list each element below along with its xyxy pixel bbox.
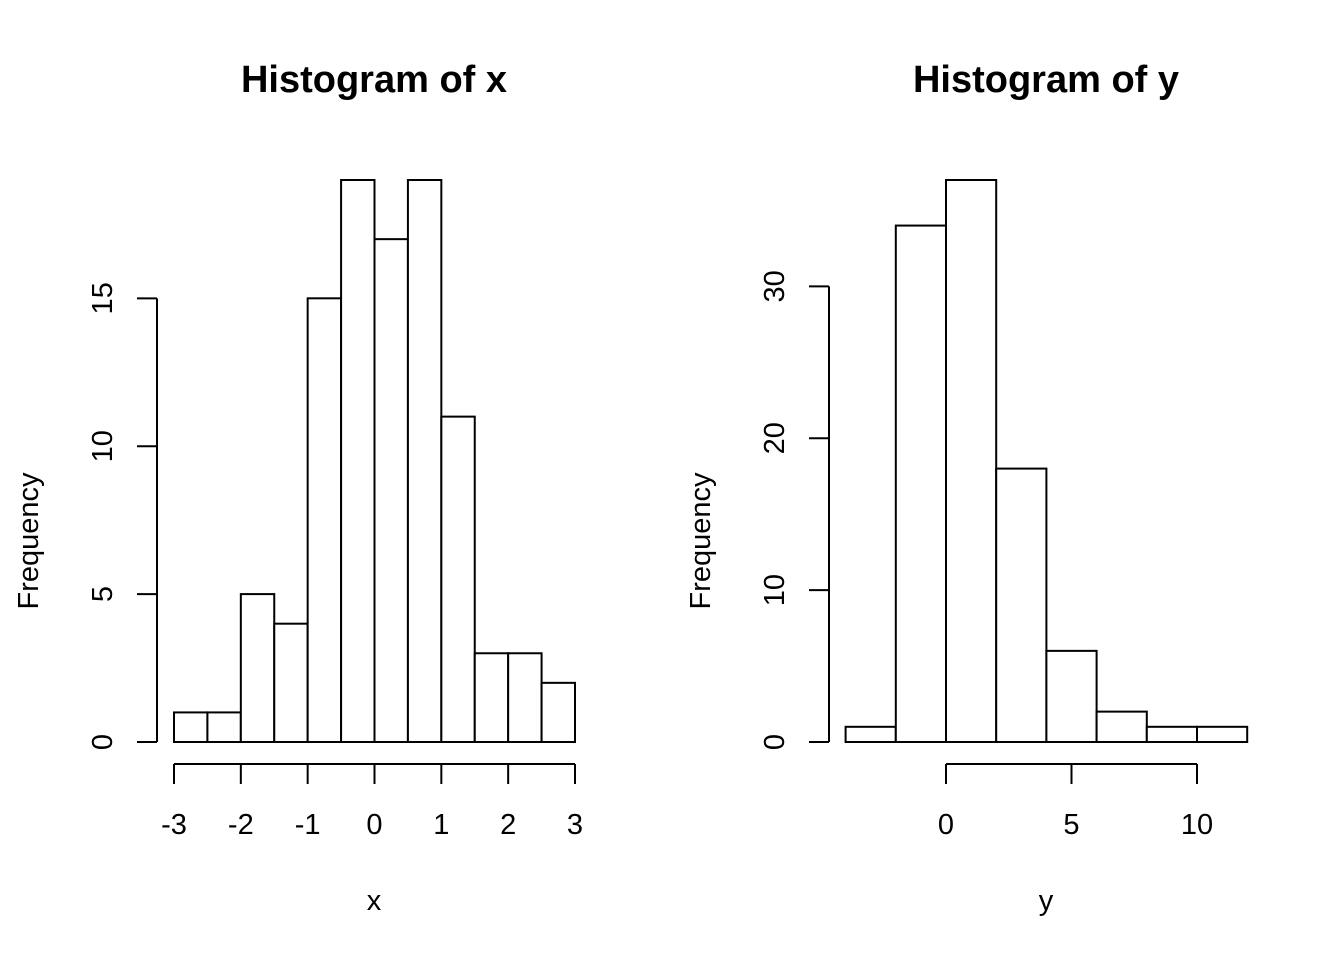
y-tick-label: 10 (759, 574, 791, 606)
histogram-bar (373, 238, 409, 743)
y-axis-label: Frequency (13, 472, 45, 610)
x-tick-label: 1 (433, 809, 449, 841)
histogram-bar (173, 711, 209, 744)
x-tick-label: -3 (161, 809, 187, 841)
x-tick-label: -2 (228, 809, 254, 841)
histogram-bar (995, 467, 1048, 743)
histogram-bar (1196, 725, 1249, 743)
histogram-bar (239, 593, 276, 744)
x-tick-label: 0 (366, 809, 382, 841)
y-tick-label: 15 (87, 282, 119, 314)
x-tick-label: -1 (295, 809, 321, 841)
histogram-bar (273, 622, 309, 743)
bars (173, 179, 576, 744)
x-axis-label: y (1039, 885, 1054, 917)
chart-title: Histogram of x (241, 59, 507, 101)
y-tick-label: 30 (759, 270, 791, 302)
histogram-bar (1045, 649, 1098, 743)
y-axis: 0 10 20 30 (759, 270, 830, 750)
histogram-y-panel: Histogram of y y Frequency 0 5 10 0 10 20 30 (685, 59, 1249, 917)
x-axis-label: x (367, 885, 382, 917)
x-tick-label: 2 (500, 809, 516, 841)
histogram-bar (507, 652, 543, 744)
histogram-bar (406, 179, 443, 743)
histogram-bar (540, 681, 576, 743)
x-axis: 0 5 10 (938, 763, 1213, 841)
histogram-bar (340, 179, 376, 743)
chart-title: Histogram of y (913, 59, 1179, 101)
y-tick-label: 0 (87, 734, 119, 750)
histogram-bar (473, 652, 510, 744)
x-tick-label: 5 (1063, 809, 1079, 841)
histogram-bar (894, 224, 947, 743)
y-axis: 0 5 10 15 (87, 282, 158, 750)
histogram-x-panel: Histogram of x x Frequency -3 -2 -1 0 1 2 3 0 5… (13, 59, 583, 917)
y-tick-label: 0 (759, 734, 791, 750)
histogram-bar (1145, 725, 1199, 743)
histogram-bar (440, 415, 476, 743)
histogram-bar (306, 297, 343, 743)
histogram-bar (1095, 710, 1148, 744)
x-tick-label: 3 (567, 809, 583, 841)
x-axis: -3 -2 -1 0 1 2 3 (161, 763, 583, 841)
y-tick-label: 5 (87, 586, 119, 602)
histogram-bar (945, 179, 998, 743)
x-tick-label: 10 (1181, 809, 1213, 841)
y-tick-label: 20 (759, 422, 791, 454)
bars (844, 179, 1249, 744)
histogram-bar (844, 725, 897, 743)
y-axis-label: Frequency (685, 472, 717, 610)
x-tick-label: 0 (938, 809, 954, 841)
histogram-bar (206, 711, 242, 744)
y-tick-label: 10 (87, 430, 119, 462)
